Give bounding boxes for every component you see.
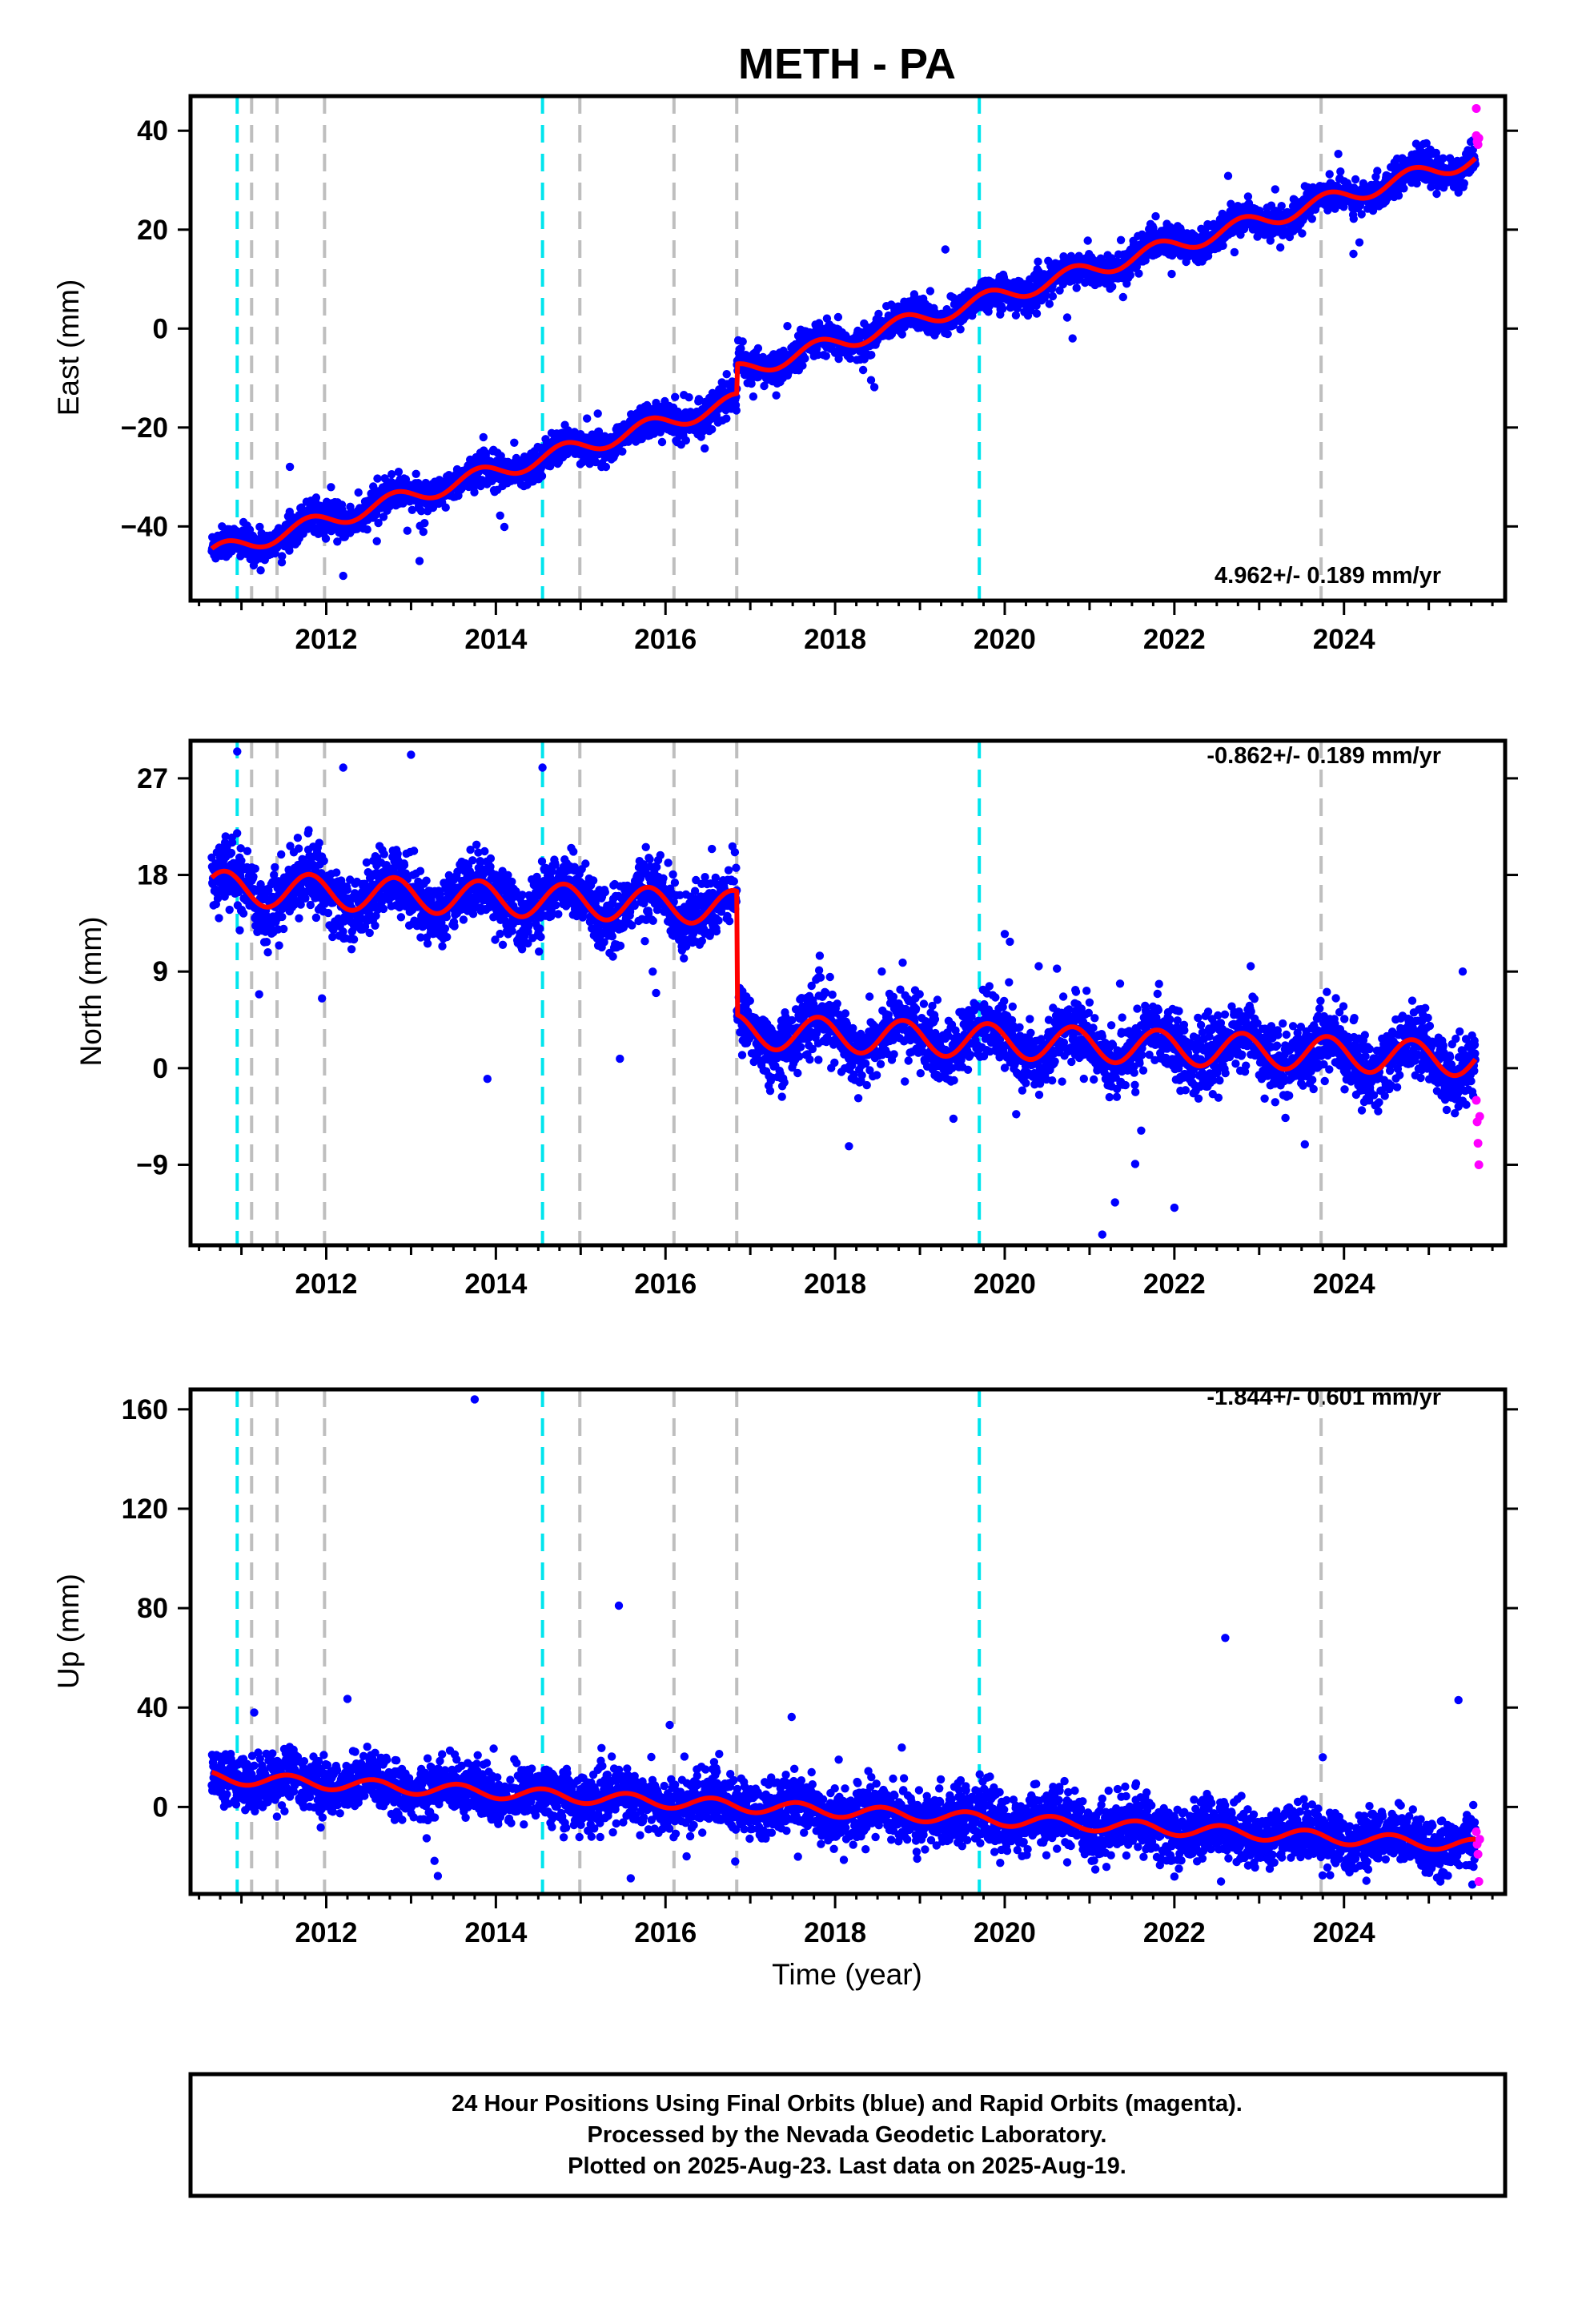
x-tick-label: 2020 [974,1269,1036,1300]
event-lines [235,741,1323,1245]
x-tick-label: 2018 [804,624,866,655]
final-orbit-points [207,1395,1480,1889]
rapid-orbit-point [1474,134,1484,143]
x-ticks [198,1245,1494,1260]
north-plot-area: 2012 2014 2016 2018 2020 2022 2024 27 18 9 0 −9 [136,738,1518,1300]
plot-frame [188,1387,1508,1896]
x-tick-label: 2022 [1143,1917,1206,1948]
east-panel: East (mm) 4.962+/- 0.189 mm/yr 2012 2014 2… [52,94,1518,655]
x-tick-label: 2024 [1313,1917,1375,1948]
y-tick-label: 80 [137,1593,168,1624]
final-orbit-points [207,747,1480,1239]
up-plot-area: 2012 2014 2016 2018 2020 2022 2024 160 120 80 40 0 [122,1387,1518,1948]
up-ylabel: Up (mm) [52,1574,85,1689]
x-ticks [198,1894,1494,1908]
final-orbit-scatter [207,1395,1480,1889]
caption-line-3: Plotted on 2025-Aug-23. Last data on 202… [568,2153,1126,2179]
y-tick-label: 40 [137,115,168,147]
caption-line-2: Processed by the Nevada Geodetic Laborat… [588,2122,1107,2148]
x-tick-label: 2016 [634,624,697,655]
model-fit-line [210,868,1478,1079]
x-tick-label: 2024 [1313,1269,1375,1300]
up-xlabel: Time (year) [772,1958,922,1991]
y-tick-label: −40 [121,511,168,542]
rapid-orbit-point [1475,1112,1484,1121]
east-rate-label: 4.962+/- 0.189 mm/yr [1215,563,1441,589]
caption-frame [188,2072,1508,2198]
y-tick-label: −20 [121,412,168,444]
east-plot-area: 2012 2014 2016 2018 2020 2022 2024 40 20 0 −20 −40 [121,94,1518,655]
y-tick-label: 9 [153,956,168,987]
x-tick-label: 2022 [1143,1269,1206,1300]
rapid-orbit-point [1473,1849,1483,1859]
x-tick-label: 2020 [974,624,1036,655]
x-tick-label: 2012 [295,1917,358,1948]
rapid-orbit-point [1472,103,1481,113]
x-tick-label: 2018 [804,1917,866,1948]
x-tick-label: 2018 [804,1269,866,1300]
rapid-orbit-point [1474,1160,1484,1169]
y-tick-label: 18 [137,860,168,891]
y-tick-label: 160 [122,1394,168,1425]
plot-frame [188,94,1508,603]
x-tick-label: 2012 [295,624,358,655]
x-tick-label: 2024 [1313,624,1375,655]
x-tick-label: 2022 [1143,624,1206,655]
north-rate-label: -0.862+/- 0.189 mm/yr [1207,743,1441,769]
model-fit-line [210,1770,1477,1852]
y-tick-label: 120 [122,1494,168,1525]
caption-box: 24 Hour Positions Using Final Orbits (bl… [188,2072,1508,2198]
event-lines [235,96,1323,601]
final-orbit-points [207,136,1480,581]
y-tick-label: 0 [153,1791,168,1823]
x-tick-label: 2016 [634,1917,697,1948]
x-tick-label: 2020 [974,1917,1036,1948]
y-tick-label: 0 [153,1053,168,1084]
east-ylabel: East (mm) [52,279,85,416]
y-tick-label: 40 [137,1692,168,1723]
caption-line-1: 24 Hour Positions Using Final Orbits (bl… [452,2091,1243,2117]
y-tick-label: 20 [137,215,168,246]
final-orbit-scatter [207,136,1480,581]
y-tick-label: −9 [136,1149,168,1180]
up-panel: Up (mm) -1.844+/- 0.601 mm/yr Time (year… [52,1385,1518,1991]
x-tick-label: 2014 [464,1269,527,1300]
y-tick-label: 0 [153,313,168,344]
north-panel: North (mm) -0.862+/- 0.189 mm/yr 2012 201… [74,738,1518,1300]
model-fit-line [210,156,1478,551]
station-title: METH - PA [738,40,956,88]
rapid-orbit-point [1472,1096,1481,1105]
x-ticks [198,601,1494,615]
x-tick-label: 2012 [295,1269,358,1300]
x-tick-label: 2014 [464,1917,527,1948]
plot-frame [188,738,1508,1248]
rapid-orbit-point [1474,1876,1484,1886]
rapid-orbit-point [1475,1835,1484,1844]
x-tick-label: 2016 [634,1269,697,1300]
rapid-orbit-point [1472,1827,1481,1836]
x-tick-label: 2014 [464,624,527,655]
north-ylabel: North (mm) [74,916,107,1066]
rapid-orbit-point [1473,1139,1483,1148]
rapid-orbit-point [1473,140,1483,150]
y-tick-label: 27 [137,763,168,794]
final-orbit-scatter [207,747,1480,1239]
